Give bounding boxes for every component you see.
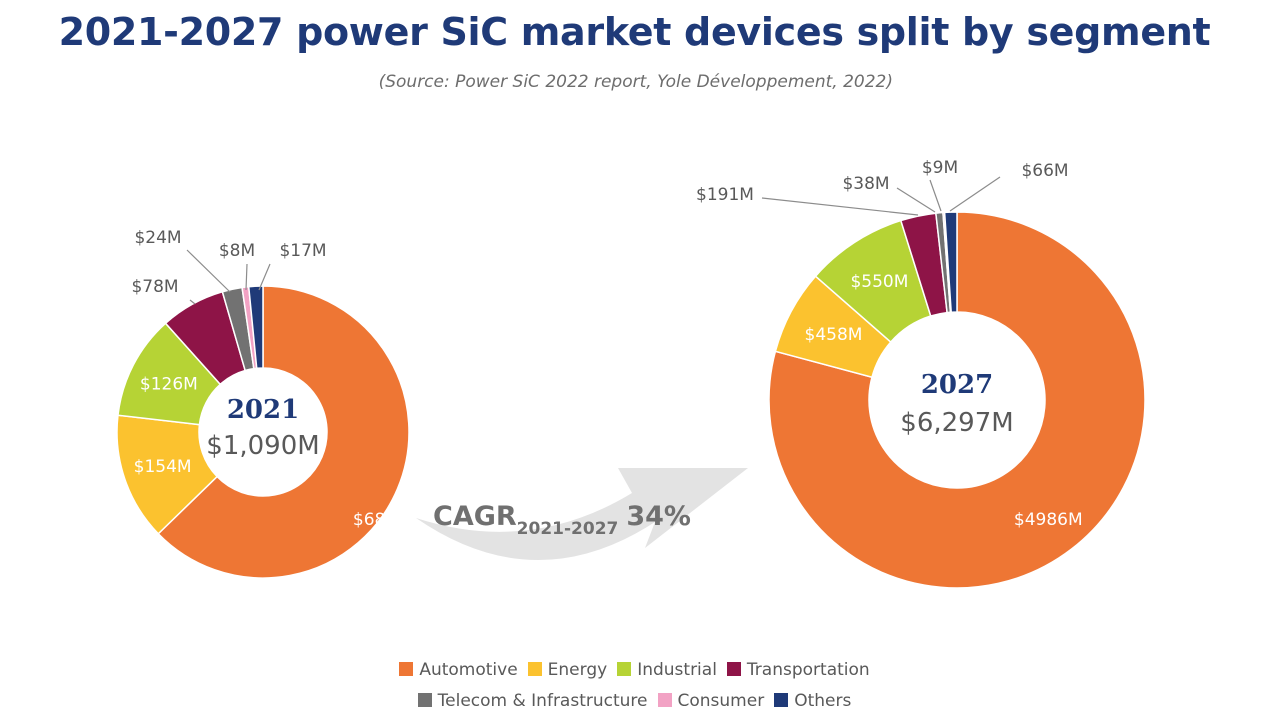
data-label-2021-industrial: $126M [140,374,198,394]
slice-2021-automotive [157,285,410,579]
data-label-2027-energy: $458M [805,325,863,345]
leader-line-2021-consumer [245,263,248,291]
chart-title: 2021-2027 power SiC market devices split… [58,10,1211,54]
data-label-2027-others: $66M [1021,161,1068,181]
cagr-arrow-group: CAGR2021-2027 34% [416,468,748,561]
data-label-2027-consumer: $9M [922,158,958,178]
center-value-2021: $1,090M [206,431,319,461]
data-label-2021-telecom-infrastructure: $24M [134,228,181,248]
legend-swatch-others [774,693,789,707]
cagr-value: 34% [626,501,691,532]
legend-label-telecom-infrastructure: Telecom & Infrastructure [437,691,648,711]
legend-label-automotive: Automotive [419,660,518,680]
leader-line-2021-others [258,263,271,291]
legend-item-energy: Energy [527,660,608,680]
legend-item-consumer: Consumer [657,691,765,711]
legend-label-others: Others [794,691,852,711]
legend-item-automotive: Automotive [399,660,518,680]
legend-swatch-telecom-infrastructure [417,693,432,707]
slice-2027-automotive [768,211,1146,589]
legend-label-transportation: Transportation [746,660,870,680]
slice-2021-others [247,285,264,370]
legend-row-2: Telecom & Infrastructure Consumer Others [0,691,1269,711]
leader-line-2027-telecom-infrastructure [896,187,936,213]
legend-label-industrial: Industrial [637,660,717,680]
legend-swatch-energy [527,662,542,676]
leader-line-2027-consumer [929,179,942,212]
legend-swatch-consumer [657,693,672,707]
slice-2027-others [943,211,958,313]
legend-swatch-automotive [399,662,414,676]
legend-item-transportation: Transportation [726,660,870,680]
cagr-label: CAGR [433,501,517,532]
legend-item-telecom-infrastructure: Telecom & Infrastructure [417,691,648,711]
legend-swatch-industrial [617,662,632,676]
data-label-2021-transportation: $78M [131,277,178,297]
data-label-2027-automotive: $4986M [1014,510,1083,530]
legend-item-industrial: Industrial [617,660,717,680]
data-label-2021-others: $17M [279,241,326,261]
center-title-2021: 2021 [227,395,299,425]
data-label-2027-industrial: $550M [850,272,908,292]
legend-row-1: Automotive Energy Industrial Transportation [0,660,1269,680]
center-title-2027: 2027 [921,370,993,400]
legend-label-energy: Energy [547,660,608,680]
chart-subtitle: (Source: Power SiC 2022 report, Yole Dév… [0,72,1258,92]
center-value-2027: $6,297M [900,408,1013,438]
data-label-2021-automotive: $685M [353,510,411,530]
cagr-arrow-icon [416,468,748,561]
legend-label-consumer: Consumer [677,691,765,711]
donut-2021: $685M $154M $126M $78M $24M $8M $17M 2021 $1,090… [116,228,411,579]
data-label-2021-energy: $154M [134,457,192,477]
subtitle-text: (Source: Power SiC 2022 report, Yole Dév… [378,72,893,92]
legend-item-others: Others [774,691,851,711]
data-label-2027-transportation: $191M [696,185,754,205]
leader-line-2021-telecom-infrastructure [186,249,231,293]
data-label-2027-telecom-infrastructure: $38M [842,174,889,194]
cagr-period: 2021-2027 [517,519,619,539]
data-label-2021-consumer: $8M [219,241,255,261]
leader-line-2027-transportation [761,197,919,216]
legend-swatch-transportation [726,662,741,676]
leader-line-2027-others [949,176,1001,212]
leader-line-2021-transportation [189,299,196,305]
donut-2027: $4986M $458M $550M $191M $38M $9M $66M 2027 $6,2… [696,158,1146,589]
